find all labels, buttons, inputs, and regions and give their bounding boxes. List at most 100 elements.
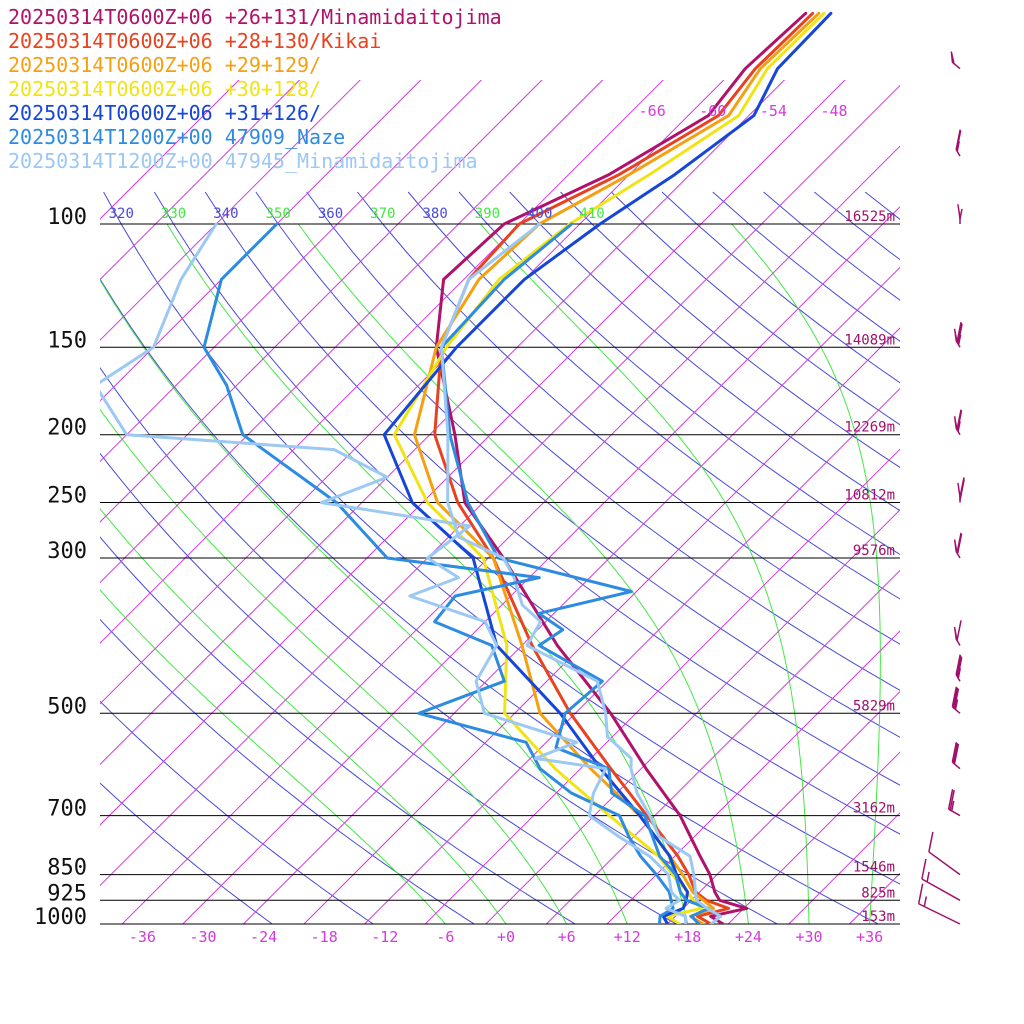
pressure-label: 1000: [34, 905, 87, 930]
isotherm-line: [100, 80, 846, 826]
legend-entry: 20250314T0600Z+06 +26+131/Minamidaitojim…: [8, 5, 502, 29]
dry-adiabats: [100, 191, 900, 924]
moist-adiabat-line: [166, 223, 689, 924]
pressure-label: 300: [47, 539, 87, 564]
height-label: 10812m: [844, 488, 895, 504]
legend-entry: 20250314T0600Z+06 +30+128/: [8, 77, 321, 101]
isotherm-line: [727, 751, 900, 924]
profile-line-1: [433, 11, 815, 924]
wind-barb: [917, 883, 961, 925]
pressure-label: 500: [47, 694, 87, 719]
isotherm-line: [182, 206, 900, 924]
wind-barb: [953, 409, 963, 436]
isotherm-line: [424, 448, 900, 924]
height-label: 9576m: [853, 543, 895, 559]
legend-entry: 20250314T1200Z+00 47945_Minamidaitojima: [8, 149, 478, 173]
isotherm-line: [485, 509, 900, 924]
dry-adiabat-line: [712, 191, 900, 342]
wind-barb: [951, 686, 961, 714]
legend: 20250314T0600Z+06 +26+131/Minamidaitojim…: [8, 5, 502, 173]
theta-label: 400: [527, 206, 552, 222]
isotherm-line: [788, 812, 900, 924]
wind-barb: [957, 477, 965, 503]
isotherm-line: [100, 80, 240, 220]
isotherm-line: [100, 80, 604, 584]
temperature-tick-label: -6: [436, 928, 454, 946]
profile-line-7: [202, 222, 675, 924]
wind-barb: [953, 532, 963, 559]
height-label: 5829m: [853, 698, 895, 714]
dry-adiabat-line: [100, 618, 476, 924]
wind-barb: [921, 858, 961, 901]
isotherm-label: -60: [699, 102, 726, 120]
wind-barb: [947, 789, 961, 817]
isotherm-line: [100, 80, 483, 463]
height-label: 825m: [861, 885, 895, 901]
isotherm-line: [100, 80, 361, 341]
height-label: 1546m: [853, 860, 895, 876]
temperature-tick-label: +18: [674, 928, 701, 946]
isotherm-line: [303, 327, 900, 924]
temperature-tick-label: -12: [371, 928, 398, 946]
theta-label: 390: [475, 206, 500, 222]
wind-barb: [953, 620, 962, 646]
temperature-tick-label: +36: [856, 928, 883, 946]
temperature-tick-label: +6: [558, 928, 576, 946]
isotherm-line: [849, 872, 900, 924]
dry-adiabat-line: [255, 191, 900, 738]
isotherm-line: [243, 266, 900, 924]
isotherm-line: [100, 80, 725, 705]
isotherm-line: [100, 84, 900, 887]
profile-line-3: [392, 11, 826, 924]
dry-adiabat-line: [100, 536, 577, 924]
isotherm-line: [546, 569, 900, 924]
wind-barb: [957, 204, 963, 224]
theta-label: 330: [161, 206, 186, 222]
pressure-label: 925: [47, 881, 87, 906]
isotherms: [100, 80, 900, 924]
isotherm-line: [121, 145, 900, 924]
height-label: 12269m: [844, 420, 895, 436]
pressure-label: 150: [47, 328, 87, 353]
theta-label: 410: [579, 206, 604, 222]
temperature-tick-label: +30: [795, 928, 822, 946]
isotherm-line: [100, 80, 786, 766]
legend-entry: 20250314T0600Z+06 +29+129/: [8, 53, 321, 77]
pressure-label: 250: [47, 484, 87, 509]
wind-barb: [953, 322, 963, 348]
theta-label: 350: [266, 206, 291, 222]
profile-line-6: [439, 222, 723, 924]
pressure-label: 100: [47, 205, 87, 230]
temperature-tick-label: -18: [311, 928, 338, 946]
isotherm-line: [364, 387, 900, 924]
height-label: 153m: [861, 909, 895, 925]
temperature-tick-label: -30: [189, 928, 216, 946]
profile-line-8: [100, 222, 688, 924]
legend-entry: 20250314T0600Z+06 +28+130/Kikai: [8, 29, 381, 53]
dry-adiabat-line: [100, 452, 678, 924]
sounding-profiles: [100, 11, 833, 924]
temperature-tick-label: +0: [497, 928, 515, 946]
isotherm-label: -54: [760, 102, 787, 120]
profile-line-2: [413, 11, 821, 924]
pressure-label: 700: [47, 797, 87, 822]
legend-entry: 20250314T1200Z+00 47909_Naze: [8, 125, 345, 149]
wind-barb: [955, 129, 962, 157]
dry-adiabat-line: [661, 191, 900, 384]
legend-entry: 20250314T0600Z+06 +31+126/: [8, 101, 321, 125]
temperature-tick-label: +24: [735, 928, 762, 946]
isotherm-line: [100, 80, 301, 281]
wind-barbs: [917, 51, 965, 925]
isotherm-line: [100, 80, 422, 402]
dry-adiabat-line: [610, 191, 900, 426]
theta-label: 360: [318, 206, 343, 222]
isotherm-line: [667, 690, 900, 924]
profile-line-0: [434, 11, 808, 924]
theta-label: 320: [109, 206, 134, 222]
height-label: 3162m: [853, 801, 895, 817]
theta-label: 340: [213, 206, 238, 222]
isotherm-line: [606, 630, 900, 924]
dry-adiabat-line: [100, 700, 375, 924]
